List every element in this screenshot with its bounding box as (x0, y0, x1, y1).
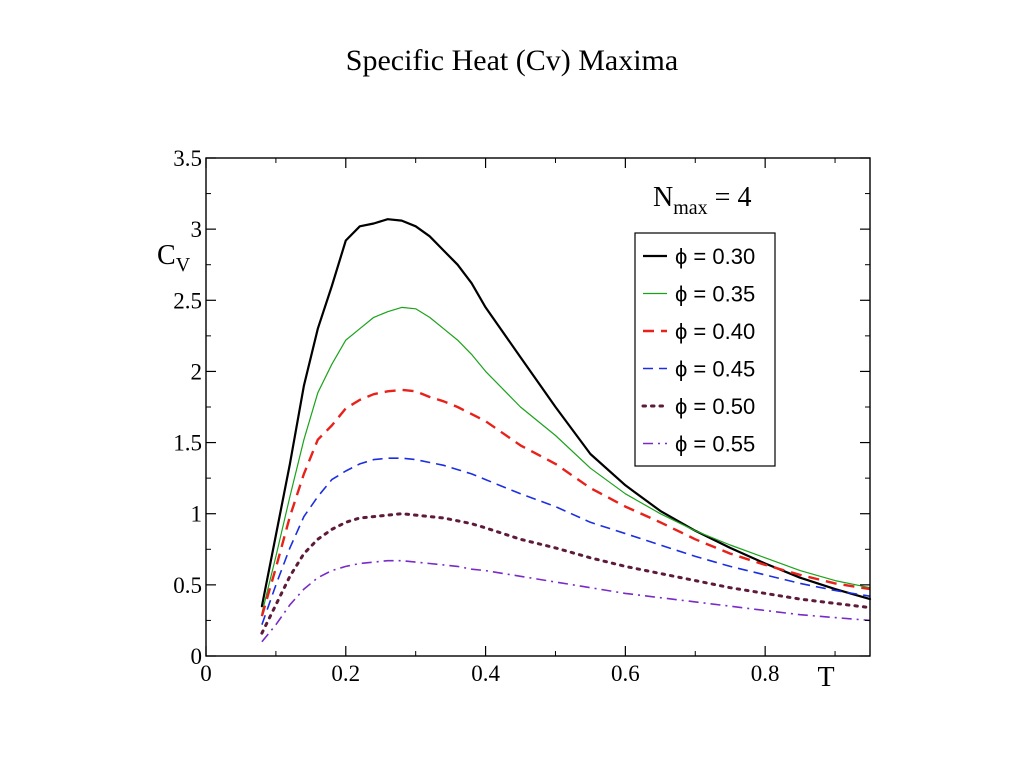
x-tick-label: 0.6 (611, 661, 640, 686)
legend-label-0: ϕ = 0.30 (675, 244, 755, 269)
legend-label-3: ϕ = 0.45 (675, 357, 755, 382)
slide-title: Specific Heat (Cv) Maxima (345, 44, 679, 77)
legend-label-1: ϕ = 0.35 (675, 282, 755, 307)
y-tick-label: 0.5 (173, 573, 202, 598)
legend-title: Nmax = 4 (653, 182, 751, 219)
series-line-4 (260, 512, 872, 635)
y-tick-label: 3.5 (173, 146, 202, 171)
series-line-2 (260, 388, 871, 617)
x-tick-label: 0.2 (331, 661, 360, 686)
series-line-5 (261, 559, 871, 643)
series-line-0 (260, 218, 872, 608)
y-tick-label: 1.5 (173, 431, 202, 456)
x-tick-label: 0.4 (471, 661, 500, 686)
legend-label-2: ϕ = 0.40 (675, 319, 755, 344)
x-tick-label: 0.8 (751, 661, 780, 686)
series-line-3 (261, 457, 871, 625)
y-tick-label: 0 (191, 644, 203, 669)
series-layer (260, 218, 872, 643)
x-axis-title: T (817, 662, 834, 693)
axes-layer: 0 0.2 0.4 0.6 0.8 0 0.5 1 1.5 2 2.5 3 3.5 T CV (157, 146, 871, 693)
y-tick-label: 3 (191, 217, 203, 242)
y-tick-label: 2 (191, 359, 203, 384)
y-axis-title: CV (157, 240, 191, 276)
legend-box (634, 232, 776, 467)
y-tick-label: 1 (191, 502, 203, 527)
series-line-1 (261, 306, 871, 614)
legend: Nmax = 4 ϕ = 0.30 ϕ = 0.35 ϕ = 0.40 ϕ = 0.45… (634, 182, 776, 467)
legend-label-5: ϕ = 0.55 (675, 432, 755, 457)
legend-label-4: ϕ = 0.50 (675, 394, 755, 419)
y-tick-label: 2.5 (173, 288, 202, 313)
x-tick-label: 0 (200, 661, 212, 686)
